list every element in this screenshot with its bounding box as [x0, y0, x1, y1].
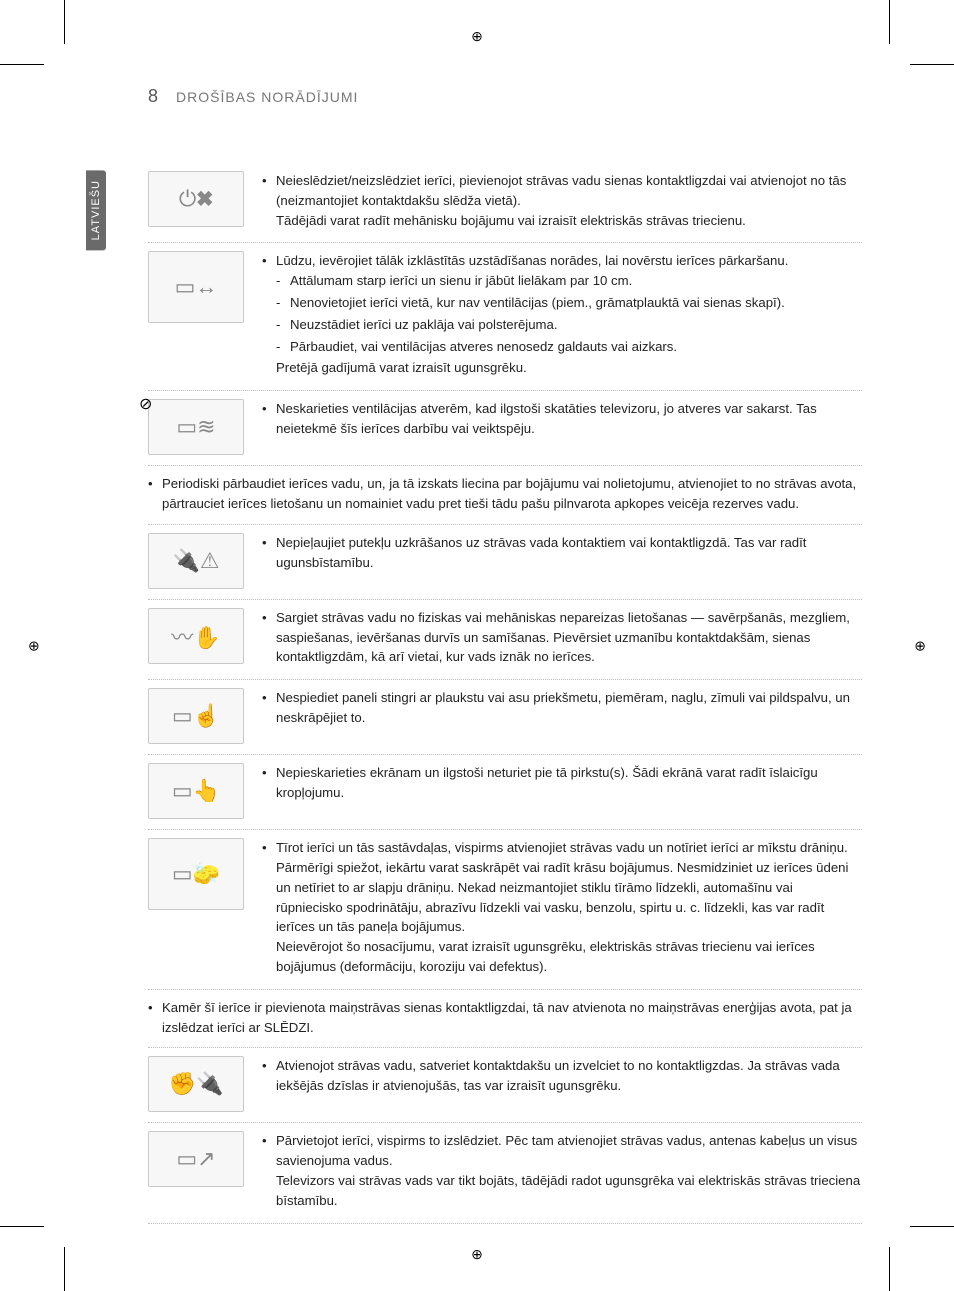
crop-mark: [0, 64, 44, 65]
instruction-block: ⏻✖ Neieslēdziet/neizslēdziet ierīci, pie…: [148, 163, 862, 243]
instruction-block-fullwidth: Kamēr šī ierīce ir pievienota maiņstrāva…: [148, 990, 862, 1049]
crop-mark: [889, 1247, 890, 1291]
instruction-block: ✊🔌 Atvienojot strāvas vadu, satveriet ko…: [148, 1048, 862, 1123]
instruction-block: 🔌⚠ Nepieļaujiet putekļu uzkrāšanos uz st…: [148, 525, 862, 600]
tv-finger-icon: ▭👆: [148, 763, 244, 819]
crop-mark: [910, 64, 954, 65]
instruction-block: ▭↗ Pārvietojot ierīci, vispirms to izslē…: [148, 1123, 862, 1223]
printer-mark-top: ⊕: [471, 28, 483, 45]
crop-mark: [64, 0, 65, 44]
printer-mark-left: ⊕: [28, 637, 40, 654]
tv-plug-x-icon: ⏻✖: [148, 171, 244, 227]
instruction-text: Neskarieties ventilācijas atverēm, kad i…: [262, 399, 862, 455]
crop-mark: [910, 1226, 954, 1227]
cable-damage-icon: 〰✋: [148, 608, 244, 664]
tv-vents-prohibit-icon: ▭≋: [148, 399, 244, 455]
instruction-text: Lūdzu, ievērojiet tālāk izklāstītās uzst…: [262, 251, 862, 380]
printer-mark-right: ⊕: [914, 637, 926, 654]
language-tab: LATVIEŠU: [86, 170, 106, 250]
instruction-block: ▭👆 Nepieskarieties ekrānam un ilgstoši n…: [148, 755, 862, 830]
tv-clean-icon: ▭🧽: [148, 838, 244, 910]
instruction-block: ▭↔︎ Lūdzu, ievērojiet tālāk izklāstītās …: [148, 243, 862, 391]
instruction-block: ▭🧽 Tīrot ierīci un tās sastāvdaļas, visp…: [148, 830, 862, 990]
instruction-text: Neieslēdziet/neizslēdziet ierīci, pievie…: [262, 171, 862, 232]
instruction-block: ▭☝ Nespiediet paneli stingri ar plaukstu…: [148, 680, 862, 755]
plug-dust-icon: 🔌⚠: [148, 533, 244, 589]
tv-press-panel-icon: ▭☝: [148, 688, 244, 744]
tv-wall-distance-icon: ▭↔︎: [148, 251, 244, 323]
crop-mark: [889, 0, 890, 44]
crop-mark: [0, 1226, 44, 1227]
instruction-block: ▭≋ Neskarieties ventilācijas atverēm, ka…: [148, 391, 862, 466]
instruction-block-fullwidth: Periodiski pārbaudiet ierīces vadu, un, …: [148, 466, 862, 525]
instruction-list: ⏻✖ Neieslēdziet/neizslēdziet ierīci, pie…: [148, 163, 862, 1224]
page-header: 8 DROŠĪBAS NORĀDĪJUMI: [148, 86, 862, 107]
tv-move-icon: ▭↗: [148, 1131, 244, 1187]
page-number: 8: [148, 86, 158, 107]
page-content: 8 DROŠĪBAS NORĀDĪJUMI LATVIEŠU ⏻✖ Neiesl…: [92, 86, 862, 1224]
instruction-block: 〰✋ Sargiet strāvas vadu no fiziskas vai …: [148, 600, 862, 680]
header-title: DROŠĪBAS NORĀDĪJUMI: [176, 89, 358, 105]
crop-mark: [64, 1247, 65, 1291]
printer-mark-bottom: ⊕: [471, 1246, 483, 1263]
unplug-grip-icon: ✊🔌: [148, 1056, 244, 1112]
